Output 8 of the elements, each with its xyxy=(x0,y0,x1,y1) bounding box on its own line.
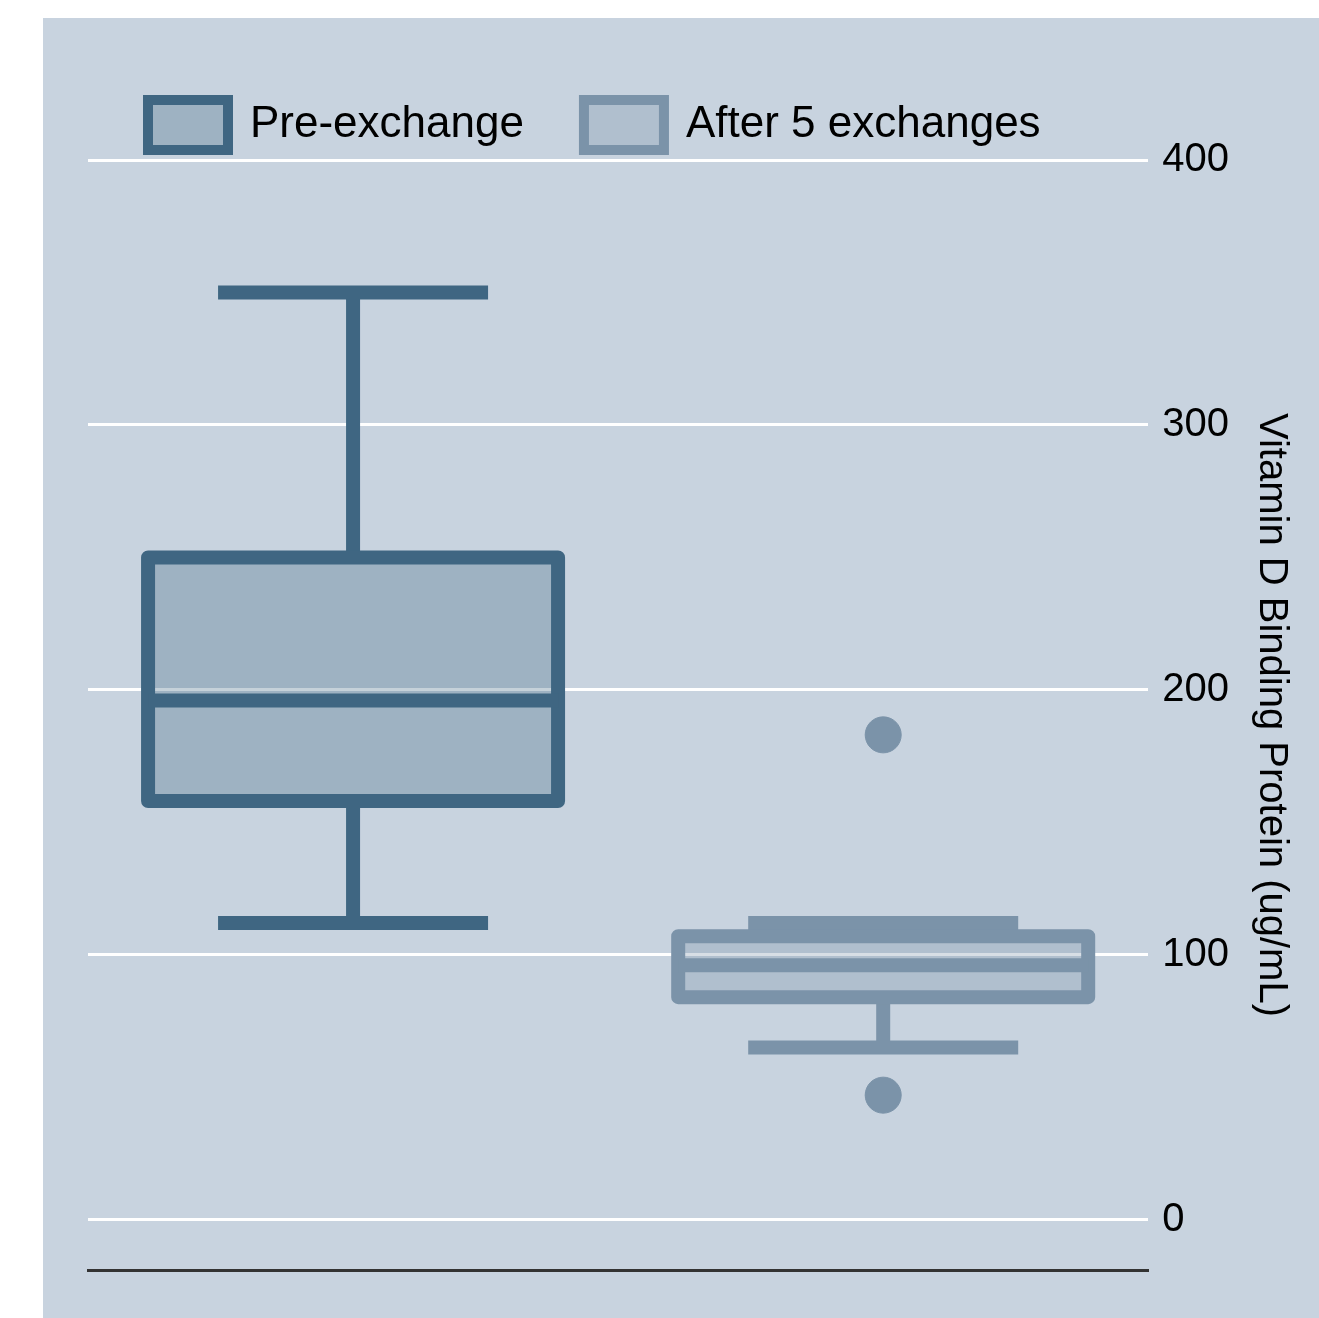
y-tick-label: 0 xyxy=(1162,1194,1185,1239)
legend-label: Pre-exchange xyxy=(250,97,524,147)
y-tick-label: 100 xyxy=(1162,929,1230,974)
y-tick-label: 400 xyxy=(1162,135,1230,180)
y-axis-title: Vitamin D Binding Protein (ug/mL) xyxy=(1251,413,1296,1017)
y-tick-label: 200 xyxy=(1162,664,1230,709)
legend-label: After 5 exchanges xyxy=(685,97,1041,147)
y-tick-label: 300 xyxy=(1162,399,1230,444)
